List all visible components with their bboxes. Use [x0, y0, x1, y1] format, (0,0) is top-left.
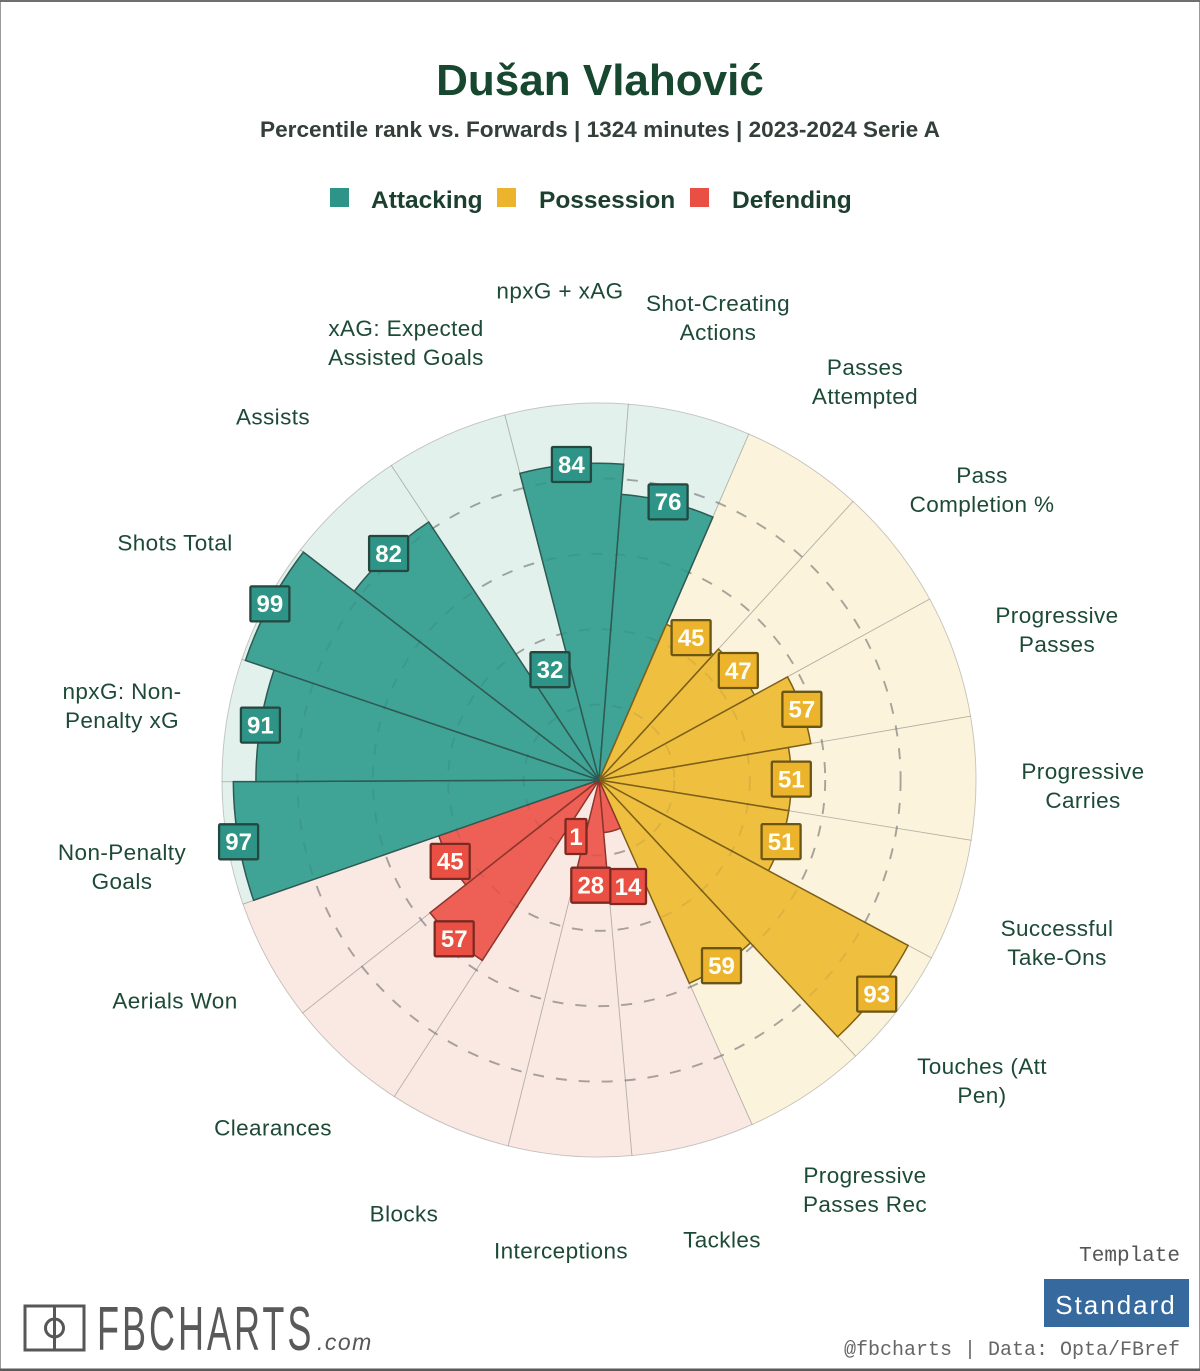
- svg-text:47: 47: [725, 658, 752, 685]
- svg-text:Blocks: Blocks: [370, 1202, 439, 1227]
- svg-text:npxG: Non-: npxG: Non-: [62, 679, 181, 704]
- svg-text:Penalty xG: Penalty xG: [65, 708, 179, 733]
- svg-text:57: 57: [789, 697, 816, 724]
- svg-text:Interceptions: Interceptions: [494, 1239, 628, 1264]
- svg-text:76: 76: [655, 489, 682, 516]
- svg-text:Percentile rank vs. Forwards |: Percentile rank vs. Forwards | 1324 minu…: [260, 117, 940, 142]
- svg-text:Completion %: Completion %: [910, 492, 1055, 517]
- svg-text:Pass: Pass: [956, 463, 1008, 488]
- svg-text:Successful: Successful: [1001, 916, 1114, 941]
- svg-text:51: 51: [778, 766, 805, 793]
- svg-text:Shots Total: Shots Total: [117, 531, 232, 556]
- svg-text:1: 1: [569, 824, 582, 851]
- svg-text:@fbcharts | Data: Opta/FBref: @fbcharts | Data: Opta/FBref: [844, 1339, 1180, 1362]
- svg-text:82: 82: [375, 541, 402, 568]
- svg-text:Goals: Goals: [92, 869, 153, 894]
- svg-text:Attempted: Attempted: [812, 384, 918, 409]
- svg-text:Attacking: Attacking: [371, 187, 483, 214]
- svg-text:Assisted Goals: Assisted Goals: [328, 345, 484, 370]
- svg-text:91: 91: [247, 712, 274, 739]
- svg-text:93: 93: [863, 981, 890, 1008]
- svg-text:Aerials Won: Aerials Won: [112, 989, 237, 1014]
- svg-text:Progressive: Progressive: [1021, 759, 1144, 784]
- svg-text:.com: .com: [317, 1329, 373, 1355]
- svg-text:51: 51: [768, 829, 795, 856]
- svg-text:84: 84: [558, 452, 585, 479]
- svg-text:97: 97: [225, 829, 252, 856]
- svg-text:Progressive: Progressive: [803, 1163, 926, 1188]
- svg-text:32: 32: [537, 657, 564, 684]
- svg-text:28: 28: [577, 873, 604, 900]
- svg-text:Non-Penalty: Non-Penalty: [58, 840, 187, 865]
- svg-text:Passes Rec: Passes Rec: [803, 1192, 927, 1217]
- svg-text:Dušan Vlahović: Dušan Vlahović: [436, 56, 764, 105]
- svg-text:Tackles: Tackles: [683, 1228, 761, 1253]
- svg-text:14: 14: [615, 874, 642, 901]
- svg-text:Pen): Pen): [957, 1083, 1006, 1108]
- svg-text:Possession: Possession: [539, 187, 675, 214]
- svg-text:59: 59: [708, 953, 735, 980]
- svg-text:Standard: Standard: [1055, 1290, 1177, 1320]
- svg-text:FBCHARTS: FBCHARTS: [97, 1294, 315, 1364]
- svg-text:45: 45: [678, 625, 705, 652]
- svg-text:Touches (Att: Touches (Att: [917, 1054, 1047, 1079]
- svg-text:Passes: Passes: [1019, 632, 1095, 657]
- svg-text:Take-Ons: Take-Ons: [1007, 945, 1106, 970]
- svg-text:57: 57: [441, 926, 468, 953]
- svg-text:Carries: Carries: [1045, 788, 1120, 813]
- svg-text:Shot-Creating: Shot-Creating: [646, 291, 790, 316]
- svg-text:Actions: Actions: [680, 320, 757, 345]
- svg-text:xAG: Expected: xAG: Expected: [328, 316, 483, 341]
- svg-text:Defending: Defending: [732, 187, 852, 214]
- svg-text:Template: Template: [1079, 1245, 1180, 1268]
- svg-text:Clearances: Clearances: [214, 1116, 332, 1141]
- svg-text:Progressive: Progressive: [995, 603, 1118, 628]
- svg-text:Passes: Passes: [827, 355, 903, 380]
- svg-text:99: 99: [257, 591, 284, 618]
- svg-text:Assists: Assists: [236, 405, 310, 430]
- svg-text:npxG + xAG: npxG + xAG: [496, 279, 623, 304]
- svg-text:45: 45: [437, 849, 464, 876]
